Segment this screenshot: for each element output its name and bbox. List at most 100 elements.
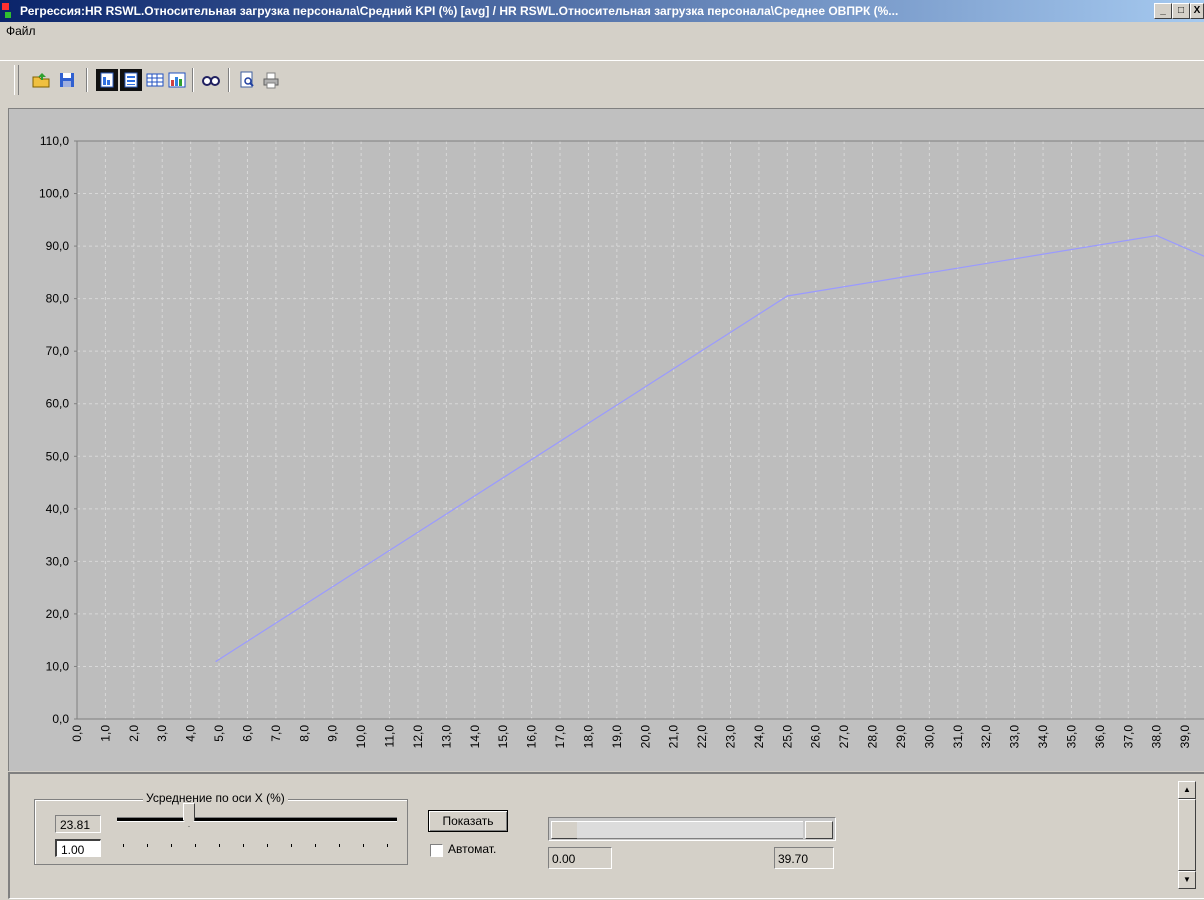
find-icon[interactable]	[200, 69, 222, 91]
slider-tick	[387, 844, 388, 847]
range-min-value: 0.00	[548, 847, 612, 869]
scroll-down-button[interactable]: ▼	[1178, 871, 1196, 889]
x-tick-label: 28,0	[866, 725, 880, 749]
series-line	[215, 234, 1204, 662]
toolbar-separator	[86, 68, 88, 92]
open-icon[interactable]	[30, 69, 52, 91]
plot-area	[77, 141, 1204, 719]
x-tick-label: 35,0	[1064, 725, 1078, 749]
y-tick-label: 90,0	[46, 239, 70, 253]
table-icon[interactable]	[144, 69, 166, 91]
x-tick-label: 24,0	[752, 725, 766, 749]
slider-tick	[195, 844, 196, 847]
app-icon	[2, 3, 11, 18]
averaging-slider-track[interactable]	[117, 817, 397, 822]
x-tick-label: 36,0	[1093, 725, 1107, 749]
x-tick-label: 10,0	[354, 725, 368, 749]
y-tick-label: 60,0	[46, 397, 70, 411]
x-tick-label: 32,0	[979, 725, 993, 749]
view-report-icon[interactable]	[120, 69, 142, 91]
y-tick-label: 100,0	[39, 187, 69, 201]
view-doc-icon[interactable]	[96, 69, 118, 91]
x-tick-label: 12,0	[411, 725, 425, 749]
x-tick-label: 33,0	[1008, 725, 1022, 749]
x-tick-label: 8,0	[297, 725, 311, 742]
x-tick-label: 16,0	[525, 725, 539, 749]
x-tick-label: 5,0	[212, 725, 226, 742]
maximize-button[interactable]: □	[1172, 3, 1190, 19]
auto-checkbox-label: Автомат.	[448, 842, 497, 856]
averaging-group-title: Усреднение по оси X (%)	[143, 791, 288, 805]
slider-tick	[219, 844, 220, 847]
data-point	[215, 660, 218, 662]
y-tick-label: 20,0	[46, 607, 70, 621]
chart-icon[interactable]	[166, 69, 188, 91]
title-bar: Регрессия:HR RSWL.Относительная загрузка…	[0, 0, 1204, 22]
averaging-value-display: 23.81	[55, 815, 101, 833]
averaging-slider-thumb[interactable]	[183, 803, 195, 827]
x-tick-label: 9,0	[326, 725, 340, 742]
chart-panel: 0,0 10,0 20,0 30,0 40,0 50,0 60,0 70,0 80,0 90,0 1…	[8, 108, 1204, 771]
range-selected[interactable]	[577, 821, 803, 839]
close-button[interactable]: X	[1190, 3, 1204, 19]
x-tick-label: 30,0	[922, 725, 936, 749]
slider-tick	[291, 844, 292, 847]
toolbar-separator	[192, 68, 194, 92]
range-min-handle[interactable]	[551, 821, 579, 839]
x-tick-label: 27,0	[837, 725, 851, 749]
data-point	[786, 295, 789, 297]
print-icon[interactable]	[260, 69, 282, 91]
vertical-scrollbar[interactable]: ▲ ▼	[1178, 781, 1196, 889]
x-tick-label: 2,0	[127, 725, 141, 742]
save-icon[interactable]	[56, 69, 78, 91]
x-tick-label: 15,0	[496, 725, 510, 749]
preview-icon[interactable]	[236, 69, 258, 91]
x-tick-label: 26,0	[809, 725, 823, 749]
auto-checkbox[interactable]	[430, 844, 443, 857]
slider-tick	[243, 844, 244, 847]
minimize-button[interactable]: _	[1154, 3, 1172, 19]
x-tick-label: 4,0	[184, 725, 198, 742]
y-tick-label: 50,0	[46, 449, 70, 463]
x-tick-label: 3,0	[155, 725, 169, 742]
toolbar	[0, 60, 1204, 101]
y-tick-label: 30,0	[46, 554, 70, 568]
x-tick-label: 31,0	[951, 725, 965, 749]
regression-chart: 0,0 10,0 20,0 30,0 40,0 50,0 60,0 70,0 80,0 90,0 1…	[39, 134, 1204, 749]
y-tick-label: 70,0	[46, 344, 70, 358]
range-max-handle[interactable]	[805, 821, 833, 839]
x-tick-label: 38,0	[1150, 725, 1164, 749]
slider-tick	[315, 844, 316, 847]
x-tick-label: 11,0	[383, 725, 397, 748]
y-tick-label: 110,0	[40, 134, 69, 148]
x-tick-label: 21,0	[667, 725, 681, 749]
show-button[interactable]: Показать	[428, 810, 508, 832]
x-tick-label: 37,0	[1121, 725, 1135, 749]
x-tick-label: 34,0	[1036, 725, 1050, 749]
data-point	[1155, 234, 1158, 237]
x-tick-label: 1,0	[98, 725, 112, 742]
slider-tick	[339, 844, 340, 847]
slider-tick	[147, 844, 148, 847]
x-tick-label: 7,0	[269, 725, 283, 742]
x-tick-label: 13,0	[439, 725, 453, 749]
toolbar-grip[interactable]	[14, 65, 19, 95]
x-tick-label: 0,0	[70, 725, 84, 742]
x-tick-label: 25,0	[780, 725, 794, 749]
averaging-input[interactable]: 1.00	[55, 839, 101, 857]
x-tick-label: 39,0	[1178, 725, 1192, 749]
x-range-bar[interactable]	[548, 817, 836, 841]
slider-tick	[171, 844, 172, 847]
x-tick-label: 29,0	[894, 725, 908, 749]
scroll-up-button[interactable]: ▲	[1178, 781, 1196, 799]
window-title: Регрессия:HR RSWL.Относительная загрузка…	[20, 4, 899, 18]
menu-file[interactable]: Файл	[6, 24, 36, 38]
x-tick-label: 6,0	[240, 725, 254, 742]
scroll-thumb[interactable]	[1178, 799, 1196, 871]
menu-bar: Файл	[0, 22, 1204, 40]
toolbar-separator	[228, 68, 230, 92]
x-tick-label: 19,0	[610, 725, 624, 749]
averaging-group: Усреднение по оси X (%) 23.81 1.00	[34, 791, 408, 865]
controls-panel: Усреднение по оси X (%) 23.81 1.00 Показ…	[8, 772, 1204, 899]
x-tick-label: 23,0	[724, 725, 738, 749]
